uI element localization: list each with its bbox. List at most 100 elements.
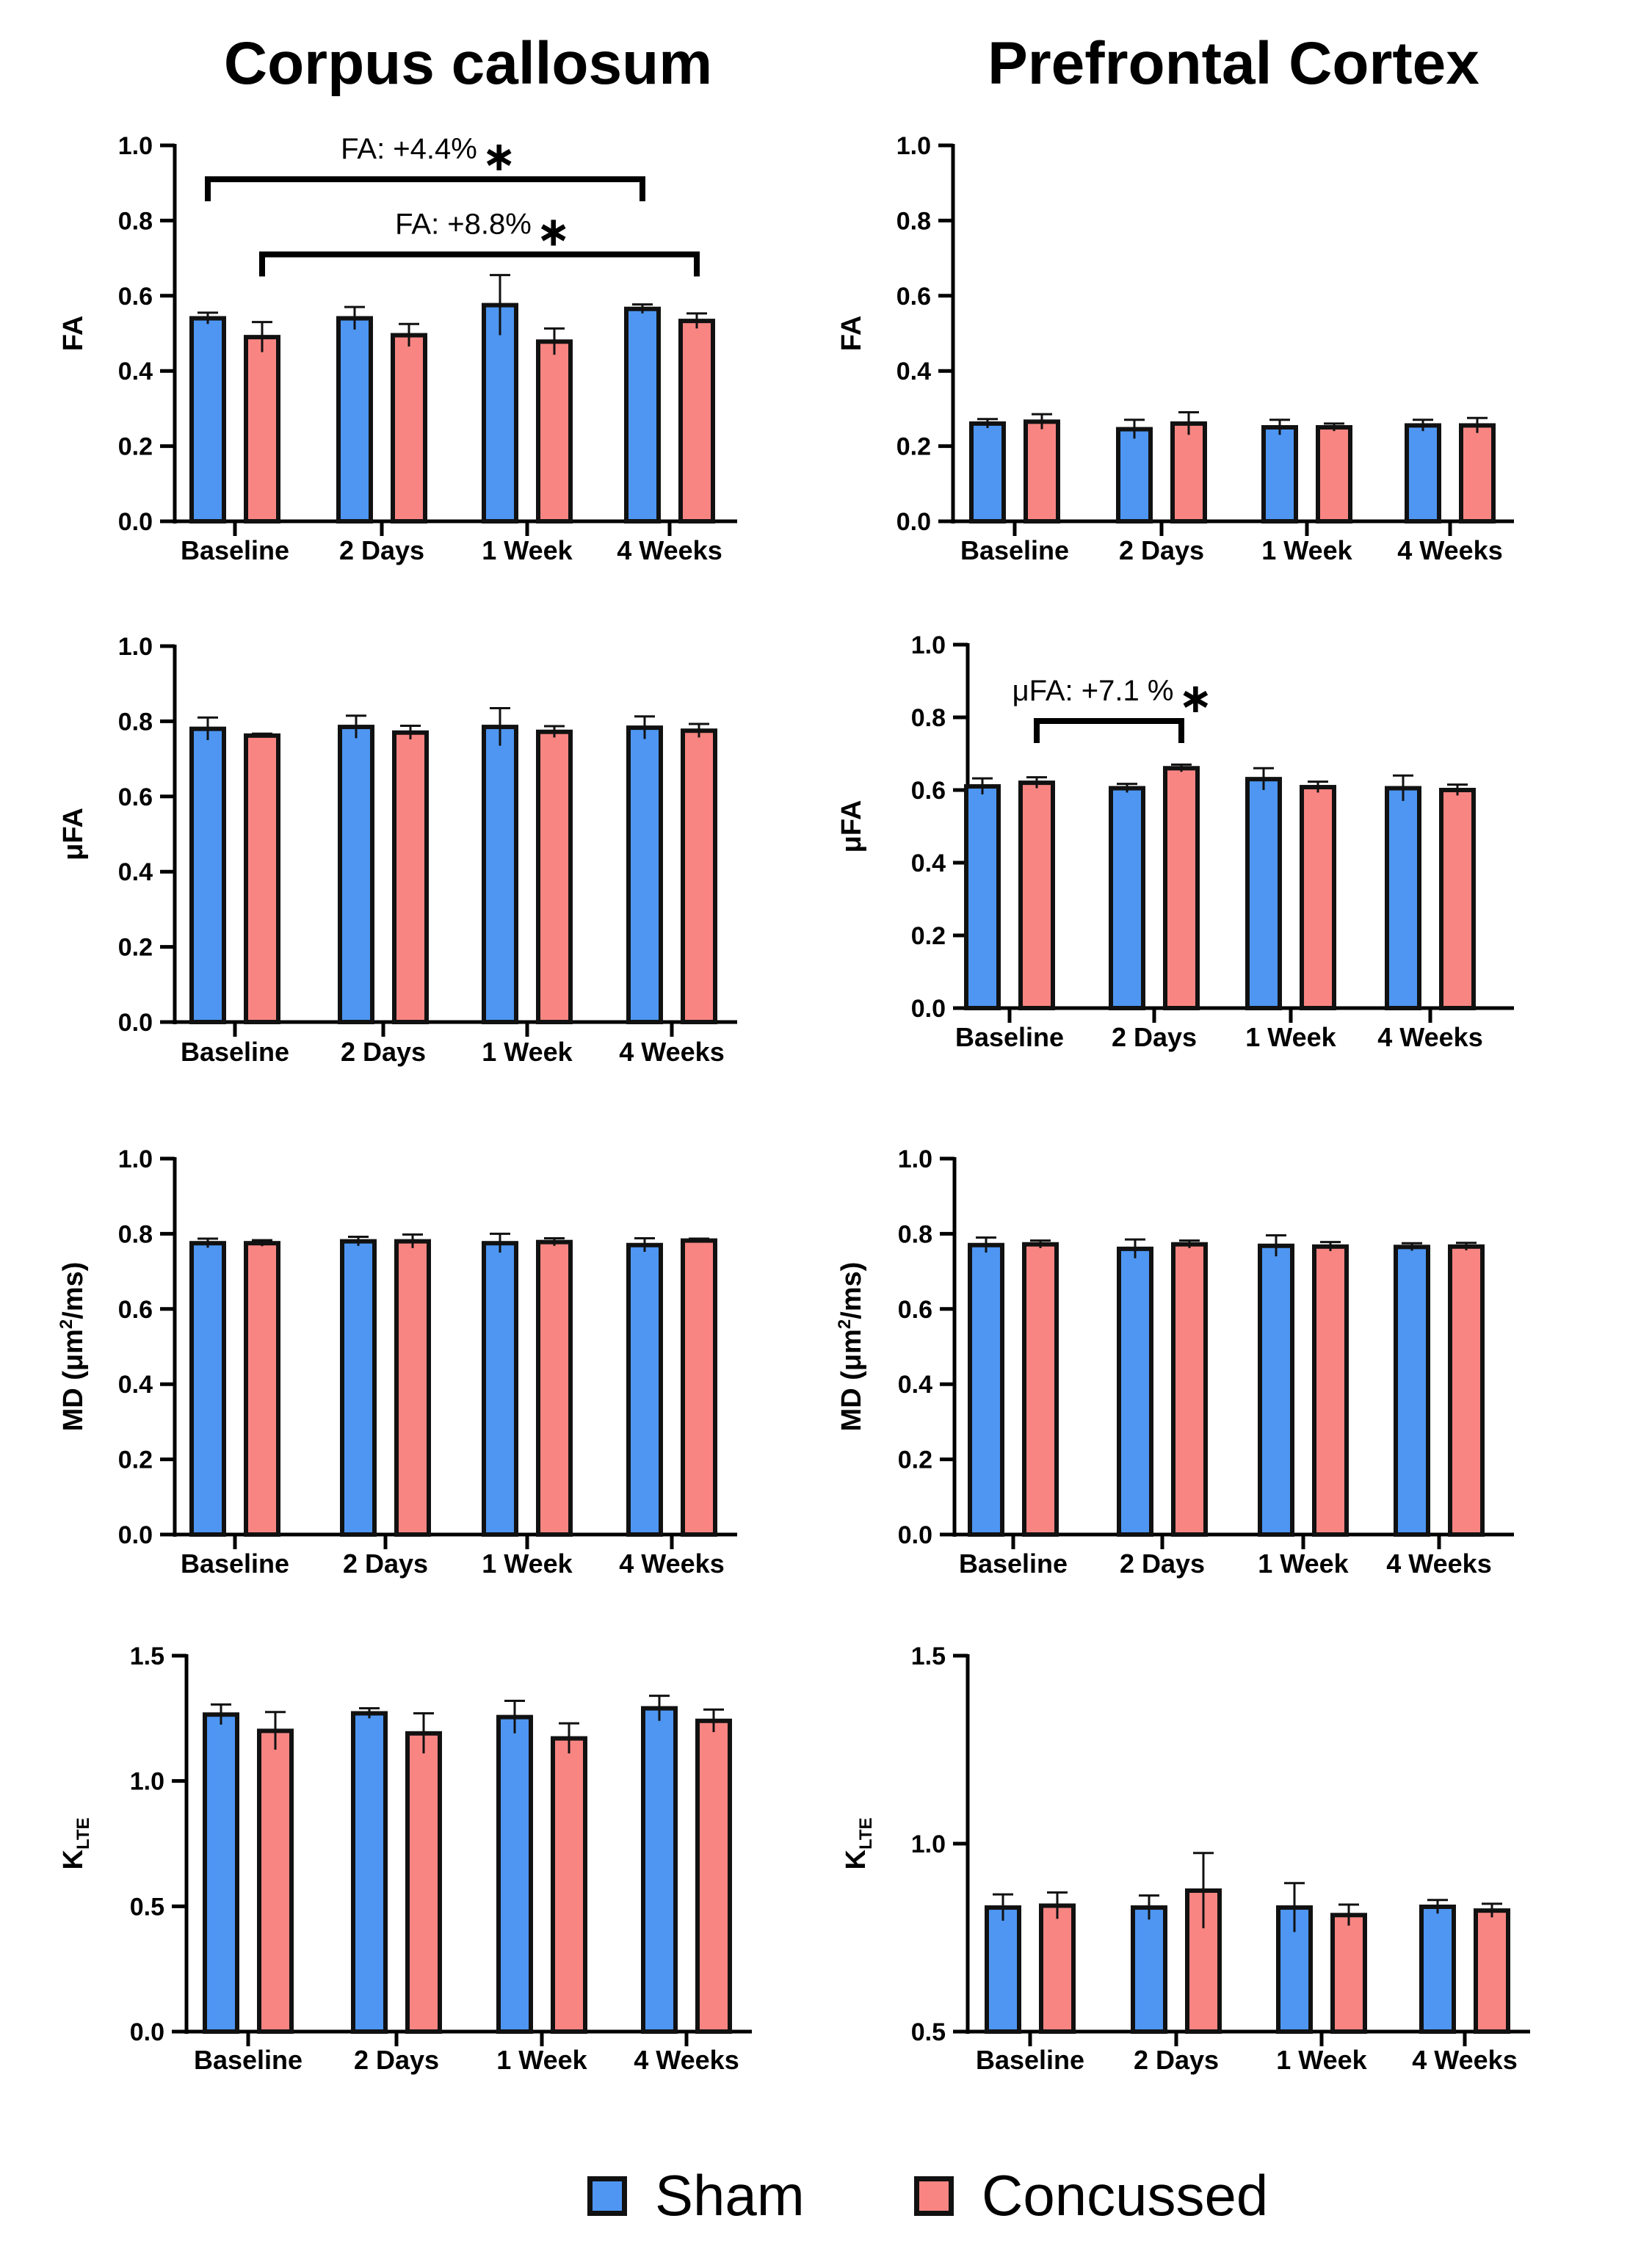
x-tick-label: 4 Weeks xyxy=(1397,535,1502,565)
x-tick-label: 4 Weeks xyxy=(634,2045,739,2075)
y-tick-label: 0.2 xyxy=(911,922,946,950)
bar-sham-baseline xyxy=(189,726,226,1024)
bar-concussed-1-week xyxy=(536,729,573,1025)
y-tick-label: 0.2 xyxy=(118,433,153,461)
y-axis-label: μFA xyxy=(836,800,867,853)
bar-sham-2-days xyxy=(1117,1246,1153,1537)
bar-sham-1-week xyxy=(482,303,518,524)
bar-sham-2-days xyxy=(1131,1905,1167,2035)
legend-item-sham: Sham xyxy=(587,2162,805,2229)
bar-concussed-2-days xyxy=(405,1731,442,2034)
y-tick-label: 0.8 xyxy=(896,207,931,235)
bar-sham-baseline xyxy=(189,1241,226,1537)
pfc-md-chart: 0.0 0.2 0.4 0.6 0.8 1.0 MD (μm2/ms) Baseline 2 D… xyxy=(835,1145,1514,1579)
y-tick-label: 0.6 xyxy=(896,283,931,311)
bar-concussed-2-days xyxy=(1171,1242,1208,1537)
bar-sham-2-days xyxy=(336,316,373,524)
bar-concussed-4-weeks xyxy=(1439,788,1476,1010)
x-tick-label: 4 Weeks xyxy=(1377,1022,1482,1052)
legend-item-concussed: Concussed xyxy=(914,2162,1268,2229)
bar-concussed-baseline xyxy=(244,335,280,524)
legend: Sham Concussed xyxy=(0,2148,1652,2228)
x-tick-label: 2 Days xyxy=(354,2045,439,2075)
y-tick-label: 1.5 xyxy=(130,1642,164,1670)
y-tick-label: 0.6 xyxy=(118,1296,153,1324)
significance-label: FA: +4.4% xyxy=(341,133,477,165)
significance-bracket xyxy=(205,176,645,202)
legend-swatch-concussed xyxy=(914,2176,954,2216)
y-tick-label: 0.6 xyxy=(118,783,153,811)
x-tick-label: 4 Weeks xyxy=(1386,1548,1491,1579)
y-tick-label: 1.0 xyxy=(130,1768,164,1796)
x-tick-label: 1 Week xyxy=(482,1548,573,1579)
x-tick-label: 2 Days xyxy=(1134,2045,1219,2075)
y-axis-label: μFA xyxy=(58,808,89,861)
significance-label: μFA: +7.1 % xyxy=(1012,675,1174,707)
column-title-prefrontal-cortex: Prefrontal Cortex xyxy=(988,30,1479,97)
y-tick-label: 0.0 xyxy=(118,1521,153,1549)
y-tick-label: 1.0 xyxy=(911,631,946,659)
column-title-corpus-callosum: Corpus callosum xyxy=(223,30,713,97)
bar-sham-2-days xyxy=(340,1239,377,1537)
x-tick-label: Baseline xyxy=(976,2045,1084,2075)
legend-swatch-sham xyxy=(587,2176,627,2216)
y-tick-label: 0.2 xyxy=(118,934,153,962)
bar-sham-4-weeks xyxy=(1405,423,1441,524)
y-tick-label: 1.5 xyxy=(911,1642,946,1670)
y-tick-label: 0.4 xyxy=(118,358,153,385)
cc-ufa-chart: 0.0 0.2 0.4 0.6 0.8 1.0 μFA Baseline 2 Days 1 Wee… xyxy=(58,633,737,1067)
bar-concussed-4-weeks xyxy=(1448,1244,1485,1537)
x-tick-label: 4 Weeks xyxy=(617,535,722,565)
y-tick-label: 0.2 xyxy=(118,1446,153,1474)
bar-sham-4-weeks xyxy=(641,1706,678,2034)
x-tick-label: Baseline xyxy=(960,535,1069,565)
bar-sham-1-week xyxy=(482,725,518,1025)
bar-concussed-1-week xyxy=(1330,1913,1367,2035)
x-tick-label: 4 Weeks xyxy=(619,1037,724,1067)
bar-sham-baseline xyxy=(964,784,1001,1011)
y-tick-label: 0.8 xyxy=(118,1220,153,1248)
y-tick-label: 0.0 xyxy=(118,508,153,536)
chart-grid: 0.0 0.2 0.4 0.6 0.8 1.0 FA Baseline 2 Days 1 Week… xyxy=(57,132,1530,2075)
x-tick-label: 1 Week xyxy=(1258,1548,1349,1579)
significance-star: ∗ xyxy=(1178,675,1213,721)
x-tick-label: Baseline xyxy=(181,1548,289,1579)
y-tick-label: 0.6 xyxy=(911,777,946,805)
bar-concussed-2-days xyxy=(1170,421,1207,524)
bar-concussed-baseline xyxy=(257,1728,294,2034)
bar-concussed-1-week xyxy=(536,339,573,524)
x-tick-label: 2 Days xyxy=(343,1548,428,1579)
y-tick-label: 0.0 xyxy=(896,508,931,536)
bar-sham-4-weeks xyxy=(626,1242,663,1537)
bar-concussed-2-days xyxy=(392,730,429,1024)
bar-concussed-4-weeks xyxy=(678,319,715,524)
bar-sham-baseline xyxy=(969,421,1006,524)
x-tick-label: Baseline xyxy=(181,535,289,565)
bar-concussed-4-weeks xyxy=(681,1238,717,1537)
y-tick-label: 0.5 xyxy=(130,1893,164,1921)
bar-sham-2-days xyxy=(351,1711,388,2034)
cc-fa-chart: 0.0 0.2 0.4 0.6 0.8 1.0 FA Baseline 2 Days 1 Week… xyxy=(58,132,737,565)
y-tick-label: 0.6 xyxy=(898,1296,932,1324)
significance-star: ∗ xyxy=(482,133,516,179)
y-tick-label: 1.0 xyxy=(118,633,153,661)
x-tick-label: 1 Week xyxy=(496,2045,587,2075)
bar-concussed-1-week xyxy=(1300,785,1336,1011)
y-axis-label: KLTE xyxy=(58,1818,93,1870)
x-tick-label: 2 Days xyxy=(341,1037,426,1067)
y-tick-label: 0.4 xyxy=(898,1371,932,1399)
legend-label-concussed: Concussed xyxy=(982,2163,1269,2228)
pfc-fa-chart: 0.0 0.2 0.4 0.6 0.8 1.0 FA Baseline 2 Days 1 Week… xyxy=(836,132,1514,565)
x-tick-label: Baseline xyxy=(959,1548,1068,1579)
bar-sham-1-week xyxy=(1258,1243,1294,1537)
pfc-ufa-chart: 0.0 0.2 0.4 0.6 0.8 1.0 μFA Baseline 2 Days 1 Wee… xyxy=(836,631,1514,1052)
y-tick-label: 0.4 xyxy=(118,1371,153,1399)
y-tick-label: 0.2 xyxy=(896,433,931,461)
y-tick-label: 0.4 xyxy=(911,850,946,877)
bar-sham-1-week xyxy=(482,1241,518,1537)
bar-concussed-baseline xyxy=(1022,1242,1059,1537)
x-tick-label: 4 Weeks xyxy=(619,1548,724,1579)
bar-concussed-1-week xyxy=(1316,425,1352,524)
bar-sham-baseline xyxy=(968,1242,1004,1537)
significance-bracket xyxy=(259,251,700,277)
